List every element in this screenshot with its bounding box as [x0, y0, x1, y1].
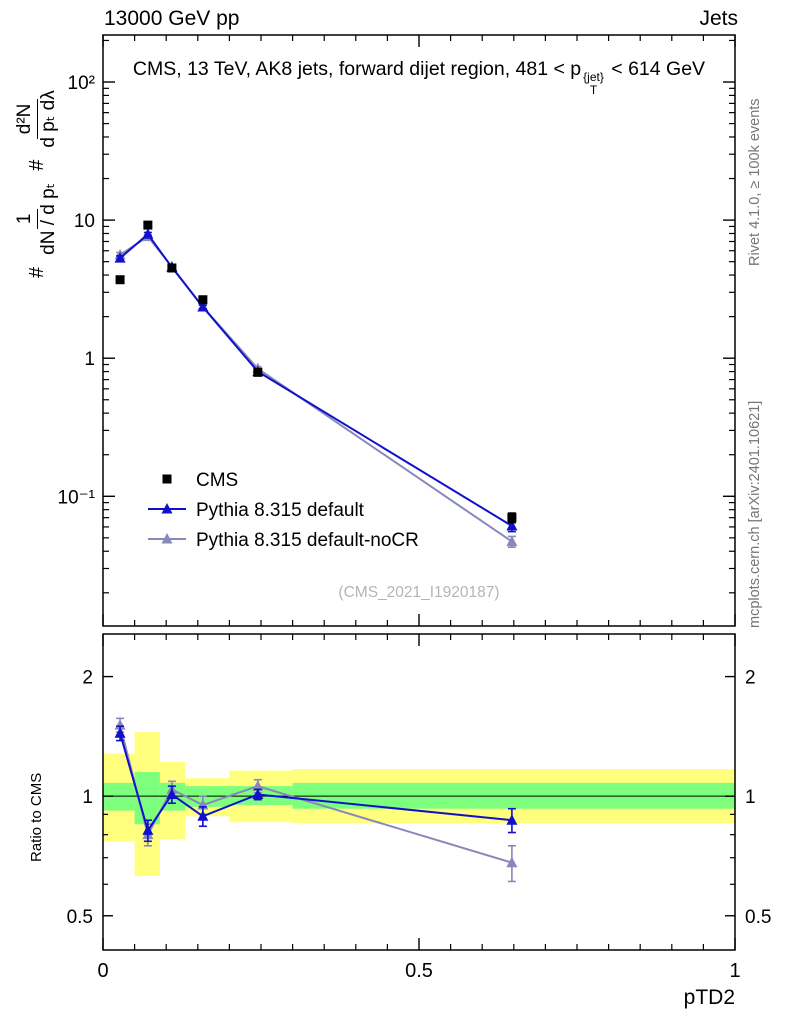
svg-text:10⁻¹: 10⁻¹ — [58, 487, 96, 508]
svg-text:Pythia 8.315 default-noCR: Pythia 8.315 default-noCR — [196, 530, 419, 551]
legend-entry-cms: CMS — [162, 470, 238, 491]
pt-jet-subscript: T — [589, 82, 598, 97]
plot-title-text: CMS, 13 TeV, AK8 jets, forward dijet reg… — [132, 58, 582, 80]
y-axis-fraction-1: 1 dN / d pₜ — [14, 183, 61, 255]
legend-entry-pythia-8.315-default: Pythia 8.315 default — [148, 500, 365, 521]
svg-text:0.5: 0.5 — [405, 960, 433, 982]
svg-text:Pythia 8.315 default: Pythia 8.315 default — [196, 500, 365, 521]
axis-tick-labels: 10⁻¹ 1 10 10² 0.5 0.5 1 1 2 2 0 0.5 1 pTD2 — [58, 73, 772, 1009]
ratio-axis-label: Ratio to CMS — [28, 772, 45, 862]
svg-text:0.5: 0.5 — [745, 907, 771, 928]
ratio-uncertainty-bands — [103, 732, 735, 876]
axis-ticks — [102, 35, 736, 950]
series-top-pythia-8.315-default — [114, 228, 518, 533]
y-axis-fraction-2: d²N d pₜ dλ — [14, 90, 61, 148]
plot-title-suffix: < 614 GeV — [605, 58, 706, 80]
y-axis-hash-1: # — [25, 266, 48, 278]
series-top-cms — [115, 220, 517, 524]
svg-text:2: 2 — [745, 668, 756, 689]
svg-text:2: 2 — [82, 668, 93, 689]
series-ratio-pythia-8.315-default — [114, 725, 518, 843]
svg-text:1: 1 — [84, 349, 95, 370]
svg-text:0: 0 — [97, 960, 108, 982]
svg-text:CMS: CMS — [196, 470, 238, 491]
legend-entry-pythia-8.315-default-nocr: Pythia 8.315 default-noCR — [148, 530, 419, 551]
observable-group-label: Jets — [699, 7, 738, 30]
y-axis-frac2-denominator: d pₜ dλ — [37, 90, 59, 148]
svg-text:1: 1 — [745, 787, 756, 808]
pt-jet-symbol: {jet} T — [583, 71, 604, 96]
plot-title: CMS, 13 TeV, AK8 jets, forward dijet reg… — [103, 58, 735, 96]
y-axis-frac1-numerator: 1 — [14, 208, 38, 230]
y-axis-label: # 1 dN / d pₜ # d²N d pₜ dλ — [14, 90, 61, 278]
legend: CMS Pythia 8.315 default Pythia 8.315 defa… — [148, 470, 419, 551]
x-axis-label: pTD2 — [684, 986, 735, 1009]
beam-energy-label: 13000 GeV pp — [104, 7, 240, 30]
svg-text:0.5: 0.5 — [67, 907, 93, 928]
svg-text:1: 1 — [729, 960, 740, 982]
y-axis-hash-2: # — [25, 159, 48, 171]
mcplots-credit-label: mcplots.cern.ch [arXiv:2401.10621] — [747, 400, 763, 628]
svg-text:1: 1 — [82, 787, 93, 808]
rivet-version-label: Rivet 4.1.0, ≥ 100k events — [747, 98, 763, 266]
y-axis-frac2-numerator: d²N — [14, 98, 38, 140]
y-axis-frac1-denominator: dN / d pₜ — [37, 182, 59, 255]
svg-text:10²: 10² — [68, 73, 95, 94]
svg-text:10: 10 — [74, 211, 95, 232]
pt-jet-superscript: {jet} — [583, 70, 604, 84]
analysis-id-watermark: (CMS_2021_I1920187) — [338, 584, 499, 601]
